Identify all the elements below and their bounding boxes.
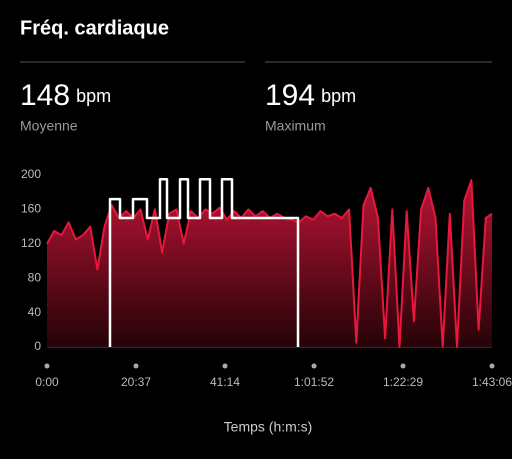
stat-value: 194	[265, 79, 315, 112]
y-tick-label: 0	[34, 339, 41, 353]
stat-average: 148 bpm	[20, 79, 111, 112]
x-tick-label: 1:22:29	[383, 375, 423, 389]
x-tick-label: 1:01:52	[294, 375, 334, 389]
stat-unit: bpm	[76, 86, 111, 106]
x-tick-label: 0:00	[35, 375, 59, 389]
x-tick-dot	[44, 363, 50, 369]
y-tick-label: 80	[28, 270, 42, 284]
y-tick-label: 160	[21, 202, 41, 216]
x-tick-dot	[133, 363, 139, 369]
y-tick-label: 40	[28, 305, 42, 319]
stat-value: 148	[20, 79, 70, 112]
x-axis-title: Temps (h:m:s)	[224, 419, 313, 435]
title: Fréq. cardiaque	[20, 17, 169, 39]
x-tick-dot	[311, 363, 317, 369]
area	[47, 180, 492, 347]
stat-unit: bpm	[321, 86, 356, 106]
y-tick-label: 200	[21, 167, 41, 181]
x-tick-dot	[222, 363, 228, 369]
zone-line	[108, 178, 300, 347]
x-tick-label: 20:37	[121, 375, 151, 389]
stat-max: 194 bpm	[265, 79, 356, 112]
x-tick-label: 1:43:06	[472, 375, 512, 389]
stat-label: Maximum	[265, 118, 326, 134]
stat-label: Moyenne	[20, 118, 78, 134]
x-tick-dot	[400, 363, 406, 369]
x-tick-label: 41:14	[210, 375, 240, 389]
y-tick-label: 120	[21, 236, 41, 250]
x-tick-dot	[489, 363, 495, 369]
